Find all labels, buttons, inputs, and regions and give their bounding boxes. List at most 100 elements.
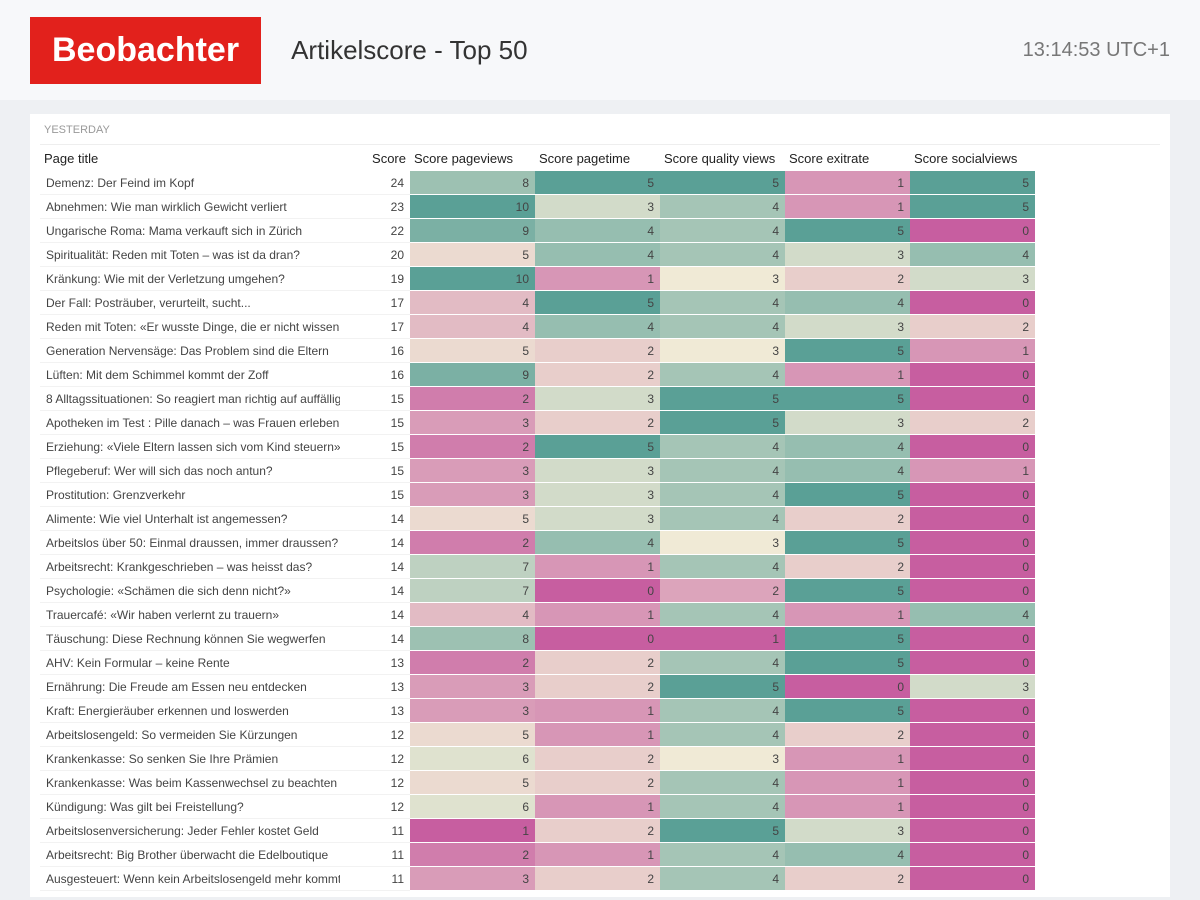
sub-score-cell: 1 <box>785 794 910 819</box>
sub-score-cell: 1 <box>785 746 910 771</box>
sub-score-cell: 0 <box>910 386 1035 411</box>
sub-score-cell: 4 <box>660 482 785 507</box>
sub-score-cell: 3 <box>410 674 535 699</box>
sub-score-cell: 5 <box>785 530 910 555</box>
table-row: AHV: Kein Formular – keine Rente 13 2 2 4 5 0 <box>40 650 1160 675</box>
page-title-cell: Arbeitslosenversicherung: Jeder Fehler k… <box>40 818 340 843</box>
sub-score-cell: 8 <box>410 171 535 195</box>
sub-score-cell: 3 <box>535 386 660 411</box>
sub-score-cell: 3 <box>410 866 535 891</box>
sub-score-cell: 1 <box>535 602 660 627</box>
sub-score-cell: 2 <box>410 434 535 459</box>
page-title: Artikelscore - Top 50 <box>291 34 528 65</box>
sub-score-cell: 2 <box>785 506 910 531</box>
page-title-cell: Psychologie: «Schämen die sich denn nich… <box>40 578 340 603</box>
sub-score-cell: 3 <box>410 458 535 483</box>
column-header: Score quality views <box>664 150 776 166</box>
page-title-cell: Erziehung: «Viele Eltern lassen sich vom… <box>40 434 340 459</box>
score-cell: 14 <box>340 554 410 579</box>
score-cell: 14 <box>340 530 410 555</box>
score-cell: 11 <box>340 842 410 867</box>
sub-score-cell: 6 <box>410 746 535 771</box>
score-cell: 15 <box>340 434 410 459</box>
sub-score-cell: 9 <box>410 218 535 243</box>
score-cell: 17 <box>340 290 410 315</box>
score-cell: 17 <box>340 314 410 339</box>
score-cell: 12 <box>340 746 410 771</box>
sub-score-cell: 3 <box>660 746 785 771</box>
sub-score-cell: 4 <box>660 602 785 627</box>
sub-score-cell: 5 <box>535 171 660 195</box>
sub-score-cell: 2 <box>535 362 660 387</box>
score-cell: 13 <box>340 674 410 699</box>
sub-score-cell: 4 <box>910 602 1035 627</box>
table-row: Ausgesteuert: Wenn kein Arbeitslosengeld… <box>40 866 1160 891</box>
sub-score-cell: 5 <box>660 171 785 195</box>
sub-score-cell: 10 <box>410 194 535 219</box>
sub-score-cell: 4 <box>660 218 785 243</box>
sub-score-cell: 4 <box>535 218 660 243</box>
column-header: Score exitrate <box>789 150 870 166</box>
table-row: Kraft: Energieräuber erkennen und loswer… <box>40 698 1160 723</box>
sub-score-cell: 1 <box>535 722 660 747</box>
sub-score-cell: 3 <box>410 410 535 435</box>
sub-score-cell: 4 <box>660 458 785 483</box>
sub-score-cell: 3 <box>785 818 910 843</box>
sub-score-cell: 0 <box>910 434 1035 459</box>
sub-score-cell: 3 <box>535 194 660 219</box>
sub-score-cell: 0 <box>910 722 1035 747</box>
page-title-cell: Generation Nervensäge: Das Problem sind … <box>40 338 340 363</box>
page-title-cell: Pflegeberuf: Wer will sich das noch antu… <box>40 458 340 483</box>
sub-score-cell: 2 <box>785 554 910 579</box>
score-cell: 13 <box>340 698 410 723</box>
sub-score-cell: 5 <box>785 626 910 651</box>
sub-score-cell: 0 <box>910 626 1035 651</box>
sub-score-cell: 1 <box>535 266 660 291</box>
sub-score-cell: 4 <box>660 242 785 267</box>
sub-score-cell: 3 <box>535 506 660 531</box>
sub-score-cell: 5 <box>910 194 1035 219</box>
sub-score-cell: 5 <box>785 482 910 507</box>
page-title-cell: Lüften: Mit dem Schimmel kommt der Zoff <box>40 362 340 387</box>
table-body: Demenz: Der Feind im Kopf 24 8 5 5 1 5 Abnehmen… <box>40 171 1160 891</box>
table-row: Arbeitslosengeld: So vermeiden Sie Kürzu… <box>40 722 1160 747</box>
score-cell: 16 <box>340 362 410 387</box>
sub-score-cell: 0 <box>910 482 1035 507</box>
score-cell: 13 <box>340 650 410 675</box>
sub-score-cell: 0 <box>910 818 1035 843</box>
sub-score-cell: 3 <box>785 242 910 267</box>
table-row: Arbeitslos über 50: Einmal draussen, imm… <box>40 530 1160 555</box>
sub-score-cell: 4 <box>410 314 535 339</box>
sub-score-cell: 2 <box>410 386 535 411</box>
sub-score-cell: 4 <box>785 458 910 483</box>
sub-score-cell: 5 <box>410 506 535 531</box>
table-row: Lüften: Mit dem Schimmel kommt der Zoff 1… <box>40 362 1160 387</box>
sub-score-cell: 2 <box>910 410 1035 435</box>
table-row: Krankenkasse: So senken Sie Ihre Prämien… <box>40 746 1160 771</box>
score-cell: 11 <box>340 866 410 891</box>
sub-score-cell: 5 <box>410 338 535 363</box>
sub-score-cell: 5 <box>535 434 660 459</box>
table-row: Kündigung: Was gilt bei Freistellung? 12 6… <box>40 794 1160 819</box>
sub-score-cell: 2 <box>535 770 660 795</box>
column-header: Score socialviews <box>914 150 1018 166</box>
sub-score-cell: 5 <box>660 386 785 411</box>
sub-score-cell: 5 <box>910 171 1035 195</box>
sub-score-cell: 10 <box>410 266 535 291</box>
section-label: YESTERDAY <box>40 120 1160 145</box>
sub-score-cell: 4 <box>535 242 660 267</box>
sub-score-cell: 4 <box>660 698 785 723</box>
page-title-cell: Trauercafé: «Wir haben verlernt zu traue… <box>40 602 340 627</box>
sub-score-cell: 4 <box>660 314 785 339</box>
sub-score-cell: 4 <box>660 842 785 867</box>
sub-score-cell: 1 <box>535 794 660 819</box>
sub-score-cell: 1 <box>535 842 660 867</box>
column-header: Page title <box>44 150 99 166</box>
sub-score-cell: 3 <box>410 698 535 723</box>
sub-score-cell: 3 <box>535 482 660 507</box>
sub-score-cell: 3 <box>660 338 785 363</box>
sub-score-cell: 3 <box>410 482 535 507</box>
sub-score-cell: 3 <box>785 410 910 435</box>
sub-score-cell: 4 <box>660 770 785 795</box>
sub-score-cell: 1 <box>785 770 910 795</box>
